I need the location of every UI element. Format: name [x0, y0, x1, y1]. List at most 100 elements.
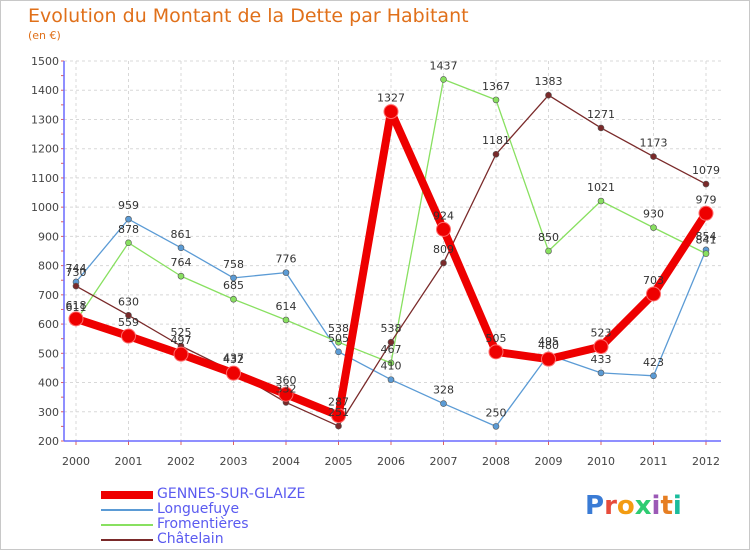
data-label: 360 [276, 374, 297, 387]
data-label: 525 [171, 326, 192, 339]
data-point [387, 338, 395, 346]
data-label: 618 [66, 299, 87, 312]
data-point [646, 286, 661, 302]
data-point [335, 338, 342, 346]
x-tick-label: 2001 [115, 455, 143, 468]
legend-label: Longuefuye [157, 501, 240, 517]
data-point [331, 408, 346, 424]
data-label: 1079 [692, 164, 720, 177]
data-point [387, 359, 395, 367]
data-label: 467 [381, 343, 402, 356]
data-point [545, 91, 552, 99]
data-label: 1327 [377, 92, 405, 105]
data-label: 437 [223, 352, 244, 365]
data-label: 611 [66, 301, 87, 314]
data-label: 764 [171, 256, 192, 269]
data-label: 809 [433, 243, 454, 256]
chart-title: Evolution du Montant de la Dette par Hab… [28, 5, 469, 27]
data-label: 559 [118, 316, 139, 329]
y-tick-label: 500 [38, 347, 59, 360]
data-point [230, 295, 237, 303]
y-tick-label: 200 [38, 435, 59, 448]
data-point [492, 423, 500, 430]
data-label: 497 [171, 334, 192, 347]
data-label: 703 [643, 274, 664, 287]
y-tick-label: 900 [38, 230, 59, 243]
data-label: 1367 [482, 80, 510, 93]
legend-swatch [101, 509, 153, 511]
x-tick-label: 2006 [377, 455, 405, 468]
data-label: 758 [223, 258, 244, 271]
data-label: 924 [433, 209, 454, 222]
logo-letter: i [651, 491, 661, 521]
data-label: 854 [696, 230, 717, 243]
data-point [488, 344, 504, 360]
data-label: 861 [171, 228, 192, 241]
data-point [125, 215, 132, 223]
legend-label: Châtelain [157, 531, 224, 547]
data-label: 979 [696, 193, 717, 206]
legend-label: Fromentières [157, 516, 249, 532]
x-tick-label: 2008 [482, 455, 510, 468]
data-label: 505 [328, 332, 349, 345]
legend-swatch [101, 539, 153, 541]
data-point [702, 250, 710, 257]
data-label: 287 [328, 396, 349, 409]
y-tick-label: 1000 [31, 201, 59, 214]
data-point [698, 205, 714, 221]
data-point [282, 269, 290, 276]
proxiti-logo: Proxiti [585, 491, 682, 521]
logo-letter: P [585, 491, 605, 521]
data-label: 776 [276, 253, 297, 266]
data-label: 480 [538, 339, 559, 352]
data-label: 328 [433, 384, 454, 397]
data-point [492, 96, 500, 104]
data-label: 1271 [587, 108, 615, 121]
x-tick-label: 2012 [692, 455, 720, 468]
data-label: 744 [66, 262, 87, 275]
legend-swatch [101, 524, 153, 526]
logo-letter: i [672, 491, 682, 521]
data-label: 505 [486, 332, 507, 345]
data-point [121, 328, 136, 344]
y-tick-label: 1200 [31, 143, 59, 156]
x-tick-label: 2005 [325, 455, 353, 468]
data-label: 850 [538, 231, 559, 244]
x-tick-label: 2004 [272, 455, 300, 468]
data-point [383, 104, 399, 120]
y-tick-label: 600 [38, 318, 59, 331]
data-point [597, 124, 605, 132]
y-tick-label: 800 [38, 260, 59, 273]
data-point [440, 400, 447, 407]
data-point [226, 365, 241, 381]
y-tick-label: 1300 [31, 113, 59, 126]
data-label: 251 [328, 406, 349, 419]
data-label: 1181 [482, 134, 510, 147]
logo-letter: t [660, 491, 673, 521]
data-point [173, 346, 189, 362]
data-point [492, 150, 500, 158]
data-point [597, 197, 605, 205]
data-label: 495 [538, 335, 559, 348]
data-point [230, 274, 237, 282]
x-tick-label: 2010 [587, 455, 615, 468]
logo-letter: x [634, 491, 652, 521]
data-point [335, 422, 342, 430]
data-label: 930 [643, 208, 664, 221]
data-label: 410 [381, 360, 402, 373]
data-label: 1383 [535, 75, 563, 88]
data-label: 523 [591, 327, 612, 340]
x-tick-label: 2003 [220, 455, 248, 468]
data-point [387, 376, 395, 383]
y-tick-label: 400 [38, 377, 59, 390]
data-point [125, 239, 132, 247]
data-label: 685 [223, 279, 244, 292]
data-label: 1021 [587, 181, 615, 194]
x-tick-label: 2011 [640, 455, 668, 468]
data-label: 1173 [640, 137, 668, 150]
y-tick-label: 1500 [31, 55, 59, 68]
data-label: 1437 [430, 59, 458, 72]
data-label: 538 [328, 322, 349, 335]
logo-letter: o [616, 491, 635, 521]
